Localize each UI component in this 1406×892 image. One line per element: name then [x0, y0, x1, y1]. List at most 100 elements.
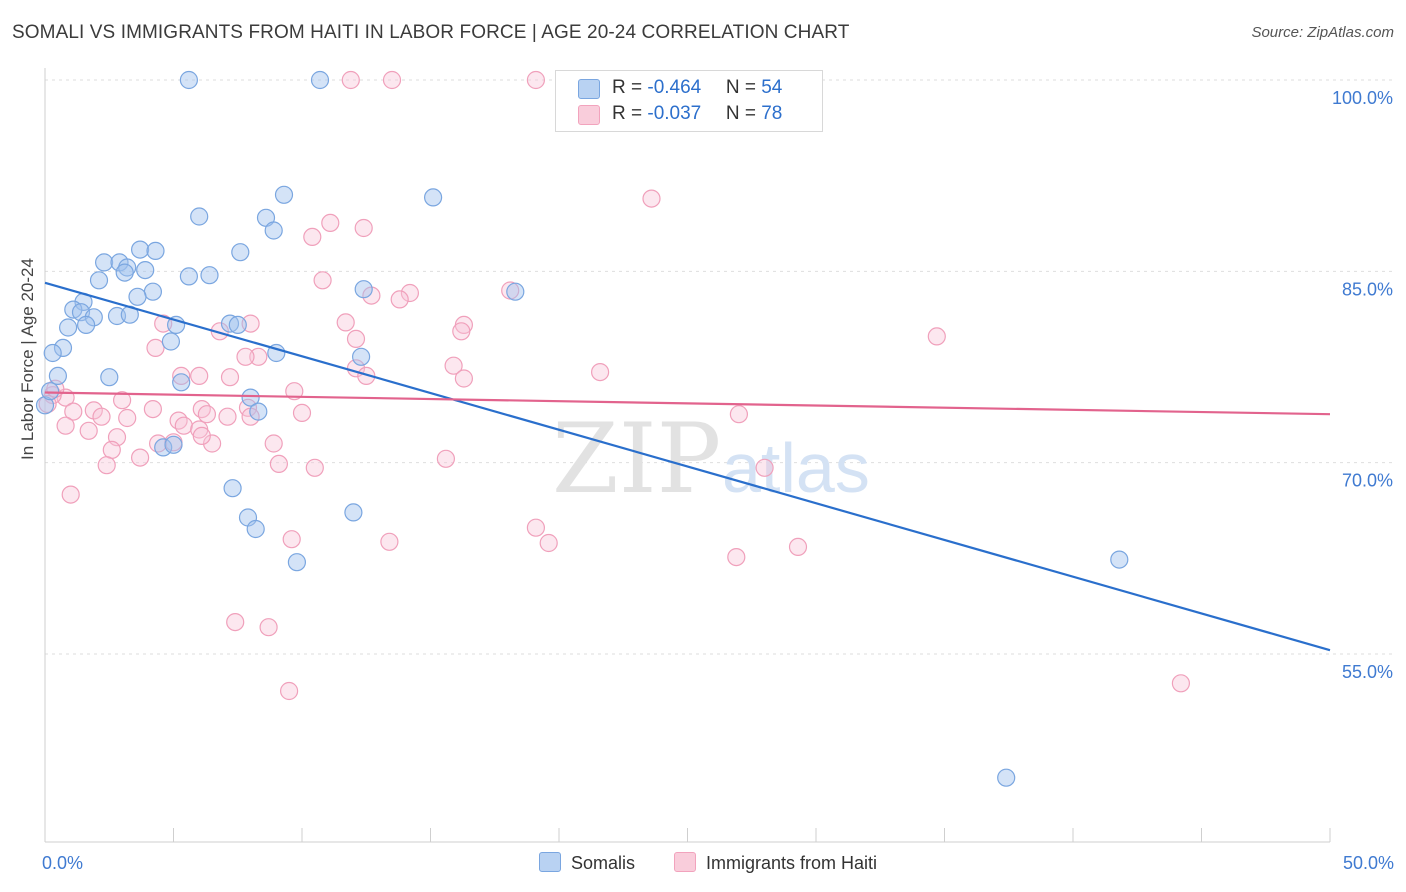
- r-label: R =: [612, 77, 648, 98]
- watermark-zip: ZIP: [552, 403, 721, 515]
- haiti-point: [190, 366, 209, 385]
- tick-labels: 55.0% 70.0% 85.0% 100.0% 0.0% 50.0%: [42, 88, 1394, 873]
- y-tick-label: 70.0%: [1342, 471, 1393, 491]
- somali-trend-line: [44, 281, 1331, 652]
- haiti-point: [454, 369, 473, 388]
- haiti-legend-label: Immigrants from Haiti: [706, 853, 878, 873]
- haiti-point: [755, 458, 774, 477]
- somali-point: [94, 253, 114, 272]
- somali-point: [76, 315, 96, 334]
- r-value: -0.464: [647, 77, 702, 98]
- somali-point: [264, 221, 283, 240]
- haiti-point: [354, 218, 373, 238]
- haiti-point: [305, 458, 324, 477]
- haiti-point: [172, 366, 191, 385]
- somali-point: [136, 261, 155, 280]
- haiti-point: [259, 618, 278, 637]
- haiti-point: [282, 530, 301, 549]
- haiti-point: [264, 434, 283, 453]
- somalis-legend-label: Somalis: [571, 853, 636, 873]
- haiti-point: [174, 416, 193, 435]
- watermark-atlas: atlas: [722, 429, 870, 507]
- gridlines: [45, 79, 1392, 655]
- haiti-point: [118, 408, 137, 428]
- y-tick-label: 100.0%: [1332, 88, 1393, 108]
- somalis-swatch: [578, 79, 600, 99]
- data-points: [35, 70, 1191, 787]
- somali-point: [354, 280, 373, 299]
- haiti-point: [131, 448, 150, 467]
- y-tick-label: 85.0%: [1342, 279, 1393, 299]
- somali-point: [118, 258, 137, 277]
- haiti-point: [526, 518, 546, 537]
- somali-point: [131, 240, 150, 259]
- haiti-point: [56, 416, 75, 435]
- somali-point: [161, 332, 180, 351]
- haiti-point: [102, 440, 121, 459]
- somali-point: [352, 347, 371, 366]
- y-tick-label: 55.0%: [1342, 662, 1393, 682]
- haiti-point: [192, 400, 211, 419]
- somali-point: [344, 503, 363, 522]
- somali-point: [40, 382, 60, 401]
- haiti-point: [444, 356, 463, 375]
- somali-point: [179, 70, 198, 90]
- haiti-point: [336, 313, 355, 332]
- n-value: 54: [761, 77, 783, 98]
- haiti-point: [112, 391, 132, 410]
- somali-point: [274, 185, 294, 204]
- somali-point: [506, 282, 525, 301]
- haiti-trend-line: [44, 391, 1331, 416]
- r-value: -0.037: [647, 103, 702, 124]
- bottom-legend-somalis: Somalis: [539, 852, 635, 874]
- haiti-point: [729, 405, 749, 424]
- haiti-legend-swatch: [674, 852, 696, 872]
- somali-point: [143, 282, 162, 301]
- somali-point: [246, 519, 265, 539]
- somali-point: [200, 266, 219, 285]
- haiti-point: [590, 363, 610, 382]
- haiti-point: [321, 213, 340, 232]
- haiti-point: [64, 402, 83, 421]
- haiti-point: [1171, 674, 1191, 693]
- haiti-point: [526, 70, 546, 90]
- haiti-point: [285, 382, 304, 401]
- chart-title: SOMALI VS IMMIGRANTS FROM HAITI IN LABOR…: [12, 22, 850, 43]
- haiti-point: [169, 411, 188, 430]
- n-label: N =: [725, 103, 762, 124]
- haiti-point: [390, 290, 409, 309]
- haiti-point: [218, 407, 237, 426]
- haiti-point: [280, 681, 299, 701]
- somali-point: [997, 768, 1016, 787]
- haiti-point: [382, 70, 402, 90]
- haiti-point: [143, 400, 162, 419]
- somali-point: [146, 241, 165, 260]
- x-tick-label: 0.0%: [42, 853, 83, 873]
- haiti-point: [436, 449, 455, 468]
- haiti-point: [380, 532, 399, 551]
- haiti-point: [226, 612, 245, 632]
- somali-point: [89, 271, 109, 290]
- haiti-swatch: [578, 105, 600, 125]
- somali-point: [231, 243, 250, 262]
- somali-point: [179, 267, 198, 286]
- somali-point: [164, 435, 183, 454]
- somalis-legend-swatch: [539, 852, 561, 872]
- haiti-point: [313, 271, 332, 290]
- haiti-point: [154, 314, 173, 333]
- n-value: 78: [761, 103, 783, 124]
- r-label: R =: [612, 103, 648, 124]
- haiti-point: [303, 227, 322, 246]
- x-tick-label: 50.0%: [1343, 853, 1394, 873]
- haiti-point: [927, 327, 946, 346]
- somali-point: [310, 70, 330, 90]
- haiti-point: [197, 405, 216, 424]
- haiti-point: [400, 283, 419, 303]
- legend-text-somalis: R = -0.464 N = 54: [612, 77, 782, 99]
- haiti-point: [220, 368, 240, 387]
- correlation-legend: R = -0.464 N = 54 R = -0.037 N = 78: [555, 70, 823, 132]
- haiti-point: [452, 322, 471, 341]
- somali-point: [249, 402, 268, 421]
- haiti-point: [727, 547, 746, 567]
